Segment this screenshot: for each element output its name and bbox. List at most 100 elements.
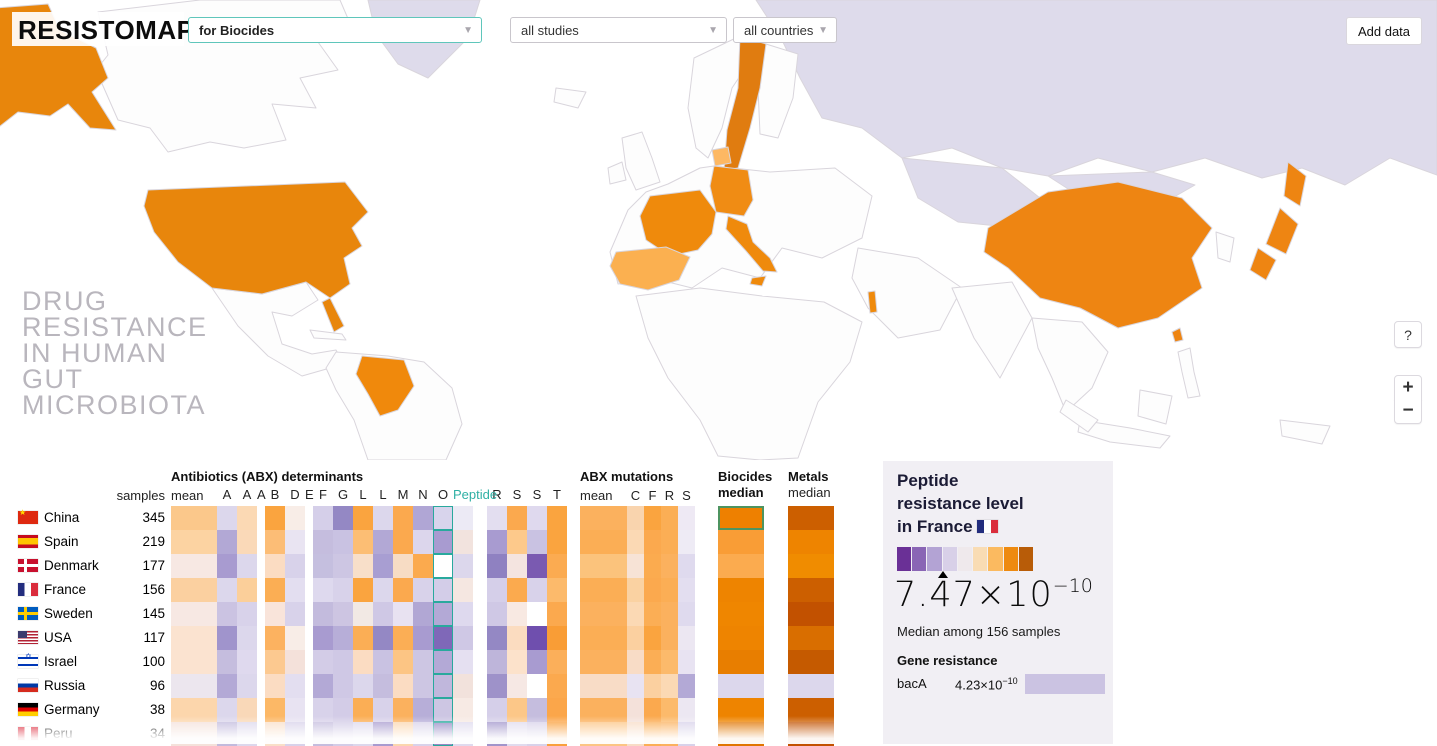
heatmap-cell[interactable] xyxy=(237,626,257,650)
heatmap-cell[interactable] xyxy=(333,506,353,530)
metals-cell[interactable] xyxy=(788,698,834,722)
heatmap-cell[interactable] xyxy=(487,674,507,698)
metals-cell[interactable] xyxy=(788,506,834,530)
heatmap-cell[interactable] xyxy=(265,722,285,746)
map-country-venezuela[interactable] xyxy=(355,355,415,417)
country-label[interactable]: Sweden xyxy=(44,606,93,621)
heatmap-cell[interactable] xyxy=(547,722,567,746)
heatmap-cell[interactable] xyxy=(413,578,433,602)
map-country-japan[interactable] xyxy=(1249,161,1307,281)
heatmap-cell[interactable] xyxy=(333,626,353,650)
abx-mean-cell[interactable] xyxy=(171,650,217,674)
heatmap-cell[interactable] xyxy=(413,506,433,530)
map-island-new-guinea[interactable] xyxy=(1279,419,1331,445)
heatmap-cell[interactable] xyxy=(527,626,547,650)
heatmap-cell[interactable] xyxy=(487,722,507,746)
heatmap-cell[interactable] xyxy=(507,578,527,602)
heatmap-cell[interactable] xyxy=(433,506,453,530)
heatmap-cell[interactable] xyxy=(413,698,433,722)
heatmap-cell[interactable] xyxy=(507,602,527,626)
abx-col-header-s[interactable]: S xyxy=(512,487,522,502)
heatmap-cell[interactable] xyxy=(393,674,413,698)
heatmap-cell[interactable] xyxy=(413,674,433,698)
map-country-cuba[interactable] xyxy=(309,329,347,341)
heatmap-cell[interactable] xyxy=(353,530,373,554)
heatmap-cell[interactable] xyxy=(353,674,373,698)
heatmap-cell[interactable] xyxy=(313,698,333,722)
abx-mean-cell[interactable] xyxy=(171,674,217,698)
heatmap-cell[interactable] xyxy=(353,650,373,674)
heatmap-cell[interactable] xyxy=(547,650,567,674)
map-country-usa[interactable] xyxy=(143,181,369,333)
map-country-italy[interactable] xyxy=(725,215,778,287)
heatmap-cell[interactable] xyxy=(547,698,567,722)
heatmap-cell[interactable] xyxy=(373,578,393,602)
heatmap-cell[interactable] xyxy=(257,506,265,530)
mut-cell[interactable] xyxy=(644,698,661,722)
metals-cell[interactable] xyxy=(788,650,834,674)
heatmap-cell[interactable] xyxy=(217,506,237,530)
heatmap-cell[interactable] xyxy=(217,602,237,626)
heatmap-cell[interactable] xyxy=(413,554,433,578)
metals-cell[interactable] xyxy=(788,626,834,650)
mut-cell[interactable] xyxy=(661,722,678,746)
heatmap-cell[interactable] xyxy=(433,554,453,578)
heatmap-cell[interactable] xyxy=(257,602,265,626)
heatmap-cell[interactable] xyxy=(305,602,313,626)
biocides-cell[interactable] xyxy=(718,722,764,746)
map-country-indonesia[interactable] xyxy=(1077,419,1171,449)
metals-cell[interactable] xyxy=(788,578,834,602)
mut-cell[interactable] xyxy=(627,506,644,530)
mut-col-header-f[interactable]: F xyxy=(648,488,657,503)
mut-cell[interactable] xyxy=(627,530,644,554)
heatmap-cell[interactable] xyxy=(285,554,305,578)
heatmap-cell[interactable] xyxy=(507,554,527,578)
abx-col-header-a[interactable]: A xyxy=(242,487,252,502)
heatmap-cell[interactable] xyxy=(285,578,305,602)
heatmap-cell[interactable] xyxy=(353,506,373,530)
heatmap-cell[interactable] xyxy=(305,722,313,746)
heatmap-cell[interactable] xyxy=(257,626,265,650)
country-label[interactable]: Russia xyxy=(44,678,86,693)
heatmap-cell[interactable] xyxy=(507,506,527,530)
heatmap-cell[interactable] xyxy=(265,602,285,626)
heatmap-cell[interactable] xyxy=(265,578,285,602)
abx-col-header-r[interactable]: R xyxy=(492,487,502,502)
heatmap-cell[interactable] xyxy=(265,650,285,674)
heatmap-cell[interactable] xyxy=(393,626,413,650)
biocides-cell[interactable] xyxy=(718,602,764,626)
heatmap-cell[interactable] xyxy=(527,698,547,722)
heatmap-cell[interactable] xyxy=(237,506,257,530)
heatmap-cell[interactable] xyxy=(413,650,433,674)
mut-mean-cell[interactable] xyxy=(580,578,627,602)
biocides-cell[interactable] xyxy=(718,578,764,602)
mut-cell[interactable] xyxy=(678,722,695,746)
heatmap-cell[interactable] xyxy=(257,698,265,722)
heatmap-cell[interactable] xyxy=(313,650,333,674)
heatmap-cell[interactable] xyxy=(507,722,527,746)
heatmap-cell[interactable] xyxy=(487,698,507,722)
mut-cell[interactable] xyxy=(678,554,695,578)
mut-cell[interactable] xyxy=(627,722,644,746)
mut-mean-cell[interactable] xyxy=(580,554,627,578)
heatmap-cell[interactable] xyxy=(265,530,285,554)
heatmap-cell[interactable] xyxy=(487,650,507,674)
mut-col-header-r[interactable]: R xyxy=(664,488,675,503)
heatmap-cell[interactable] xyxy=(217,698,237,722)
mut-cell[interactable] xyxy=(644,650,661,674)
heatmap-cell[interactable] xyxy=(237,722,257,746)
abx-col-header-o[interactable]: O xyxy=(437,487,449,502)
heatmap-cell[interactable] xyxy=(373,530,393,554)
mut-cell[interactable] xyxy=(661,578,678,602)
heatmap-cell[interactable] xyxy=(433,578,453,602)
heatmap-cell[interactable] xyxy=(285,602,305,626)
mut-cell[interactable] xyxy=(661,674,678,698)
heatmap-cell[interactable] xyxy=(373,626,393,650)
heatmap-cell[interactable] xyxy=(237,530,257,554)
heatmap-cell[interactable] xyxy=(257,578,265,602)
mut-mean-cell[interactable] xyxy=(580,506,627,530)
heatmap-cell[interactable] xyxy=(353,698,373,722)
map-country-spain[interactable] xyxy=(609,246,691,291)
heatmap-cell[interactable] xyxy=(217,722,237,746)
heatmap-cell[interactable] xyxy=(413,626,433,650)
